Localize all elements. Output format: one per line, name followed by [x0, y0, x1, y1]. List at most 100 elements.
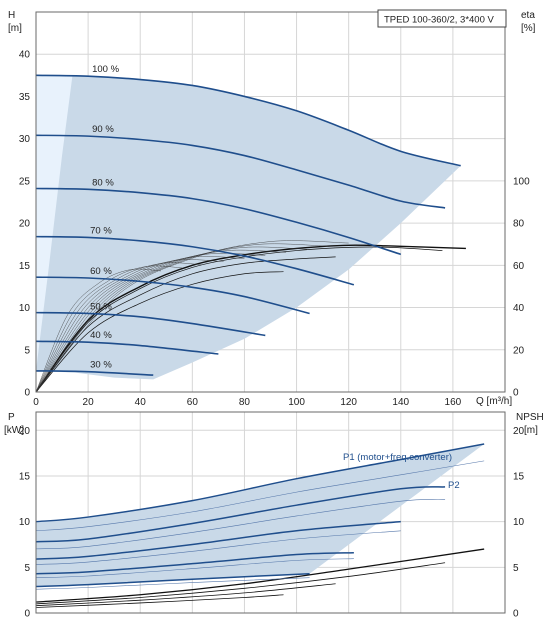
speed-curve — [35, 311, 266, 337]
operating-area-fill — [36, 75, 461, 380]
npsh-curve — [35, 583, 336, 607]
p2-curve — [35, 499, 446, 550]
npsh-curves — [35, 548, 485, 608]
speed-label: 50 % — [90, 301, 112, 312]
efficiency-curve — [35, 244, 466, 393]
y-tick-label-left: 10 — [19, 303, 31, 314]
y-tick-label-right: 20 — [513, 345, 525, 356]
speed-curves — [35, 74, 461, 376]
y-axis-unit-npsh: [m] — [524, 425, 538, 436]
efficiency-construction-line — [35, 256, 245, 393]
p1-curve — [35, 520, 401, 560]
y-tick-label-left: 35 — [19, 92, 31, 103]
speed-label: 100 % — [92, 64, 119, 75]
y-tick-label-right: 0 — [513, 388, 519, 399]
bottom-tick-labels: 0 5 10 15 20 0 5 10 15 20 — [19, 426, 525, 620]
head-efficiency-panel: 100 % 90 % 80 % 70 % 60 % 50 % 40 % 30 % 0 20 40 6… — [8, 9, 536, 408]
y-tick-label-left: 30 — [19, 134, 31, 145]
p-tick-label: 0 — [24, 609, 30, 620]
y-tick-label-left: 15 — [19, 261, 31, 272]
chart-title: TPED 100-360/2, 3*400 V — [384, 15, 495, 26]
bottom-plot-frame — [35, 411, 506, 614]
efficiency-construction-line — [35, 249, 287, 393]
y-axis-title-p: P — [8, 412, 15, 423]
efficiency-construction-line — [35, 243, 328, 393]
y-tick-label-left: 5 — [24, 345, 30, 356]
efficiency-construction-line — [35, 265, 182, 393]
p-tick-label: 5 — [24, 563, 30, 574]
x-axis-title: Q [m³/h] — [476, 396, 512, 407]
speed-label: 40 % — [90, 330, 112, 341]
speed-curve — [35, 187, 402, 256]
npsh-tick-label: 0 — [513, 609, 519, 620]
p2-curve — [35, 460, 485, 532]
y-tick-label-right: 80 — [513, 219, 525, 230]
x-tick-label: 80 — [239, 397, 251, 408]
x-tick-label: 60 — [187, 397, 199, 408]
p1-annotation: P1 (motor+freq.converter) — [343, 452, 452, 463]
speed-label: 70 % — [90, 225, 112, 236]
title-box — [377, 9, 507, 28]
p1-curve — [35, 443, 485, 523]
efficiency-construction-line — [35, 246, 307, 393]
y-axis-unit-h: [m] — [8, 23, 22, 34]
min-speed-area — [36, 75, 73, 371]
top-plot-frame — [35, 11, 506, 393]
efficiency-construction-line — [35, 262, 203, 393]
p-tick-label: 15 — [19, 471, 31, 482]
npsh-curve — [35, 594, 284, 608]
npsh-tick-label: 5 — [513, 563, 519, 574]
y-axis-unit-p: [kW] — [4, 425, 24, 436]
p-tick-label: 10 — [19, 517, 31, 528]
p1-curve — [35, 486, 446, 543]
power-npsh-panel: 0 5 10 15 20 0 5 10 15 20 P [kW] NPSH [m] P1 (mot… — [4, 411, 544, 620]
npsh-curve — [35, 562, 446, 605]
p-tick-label: 20 — [19, 426, 31, 437]
efficiency-construction-line — [35, 240, 349, 393]
speed-curve — [35, 134, 446, 209]
p2-annotation: P2 — [448, 480, 460, 491]
operating-area — [36, 75, 461, 380]
p2-curve — [35, 558, 354, 578]
speed-label: 30 % — [90, 360, 112, 371]
efficiency-construction-line — [35, 259, 224, 393]
p2-curve — [35, 530, 401, 565]
y-tick-label-left: 40 — [19, 50, 31, 61]
speed-curve — [35, 74, 461, 167]
npsh-tick-label: 15 — [513, 471, 525, 482]
y-tick-label-left: 0 — [24, 388, 30, 399]
x-tick-label: 20 — [83, 397, 95, 408]
npsh-tick-label: 20 — [513, 426, 525, 437]
speed-labels: 100 % 90 % 80 % 70 % 60 % 50 % 40 % 30 % — [90, 64, 119, 371]
x-tick-label: 160 — [445, 397, 462, 408]
efficiency-construction-line — [35, 253, 266, 393]
speed-curve — [35, 276, 310, 315]
x-tick-label: 120 — [340, 397, 357, 408]
x-tick-label: 140 — [392, 397, 409, 408]
npsh-tick-label: 10 — [513, 517, 525, 528]
efficiency-curve — [35, 256, 336, 393]
y-tick-label-left: 20 — [19, 219, 31, 230]
p1-curve — [35, 572, 310, 588]
y-axis-title-h: H — [8, 10, 15, 21]
x-tick-label: 40 — [135, 397, 147, 408]
y-axis-title-npsh: NPSH — [516, 412, 544, 423]
speed-label: 60 % — [90, 266, 112, 277]
speed-label: 90 % — [92, 124, 114, 135]
y-tick-label-right: 100 — [513, 176, 530, 187]
y-tick-label-left: 25 — [19, 176, 31, 187]
speed-curve — [35, 235, 355, 286]
speed-label: 80 % — [92, 177, 114, 188]
p2-curve — [35, 577, 310, 590]
y-tick-label-right: 60 — [513, 261, 525, 272]
x-tick-label: 0 — [33, 397, 39, 408]
power-curves — [35, 443, 485, 590]
y-axis-title-eta: eta — [521, 10, 535, 21]
x-tick-label: 100 — [288, 397, 305, 408]
y-tick-label-right: 40 — [513, 303, 525, 314]
y-axis-unit-eta: [%] — [521, 23, 536, 34]
speed-curve — [35, 340, 219, 355]
p1-curve — [35, 551, 354, 575]
